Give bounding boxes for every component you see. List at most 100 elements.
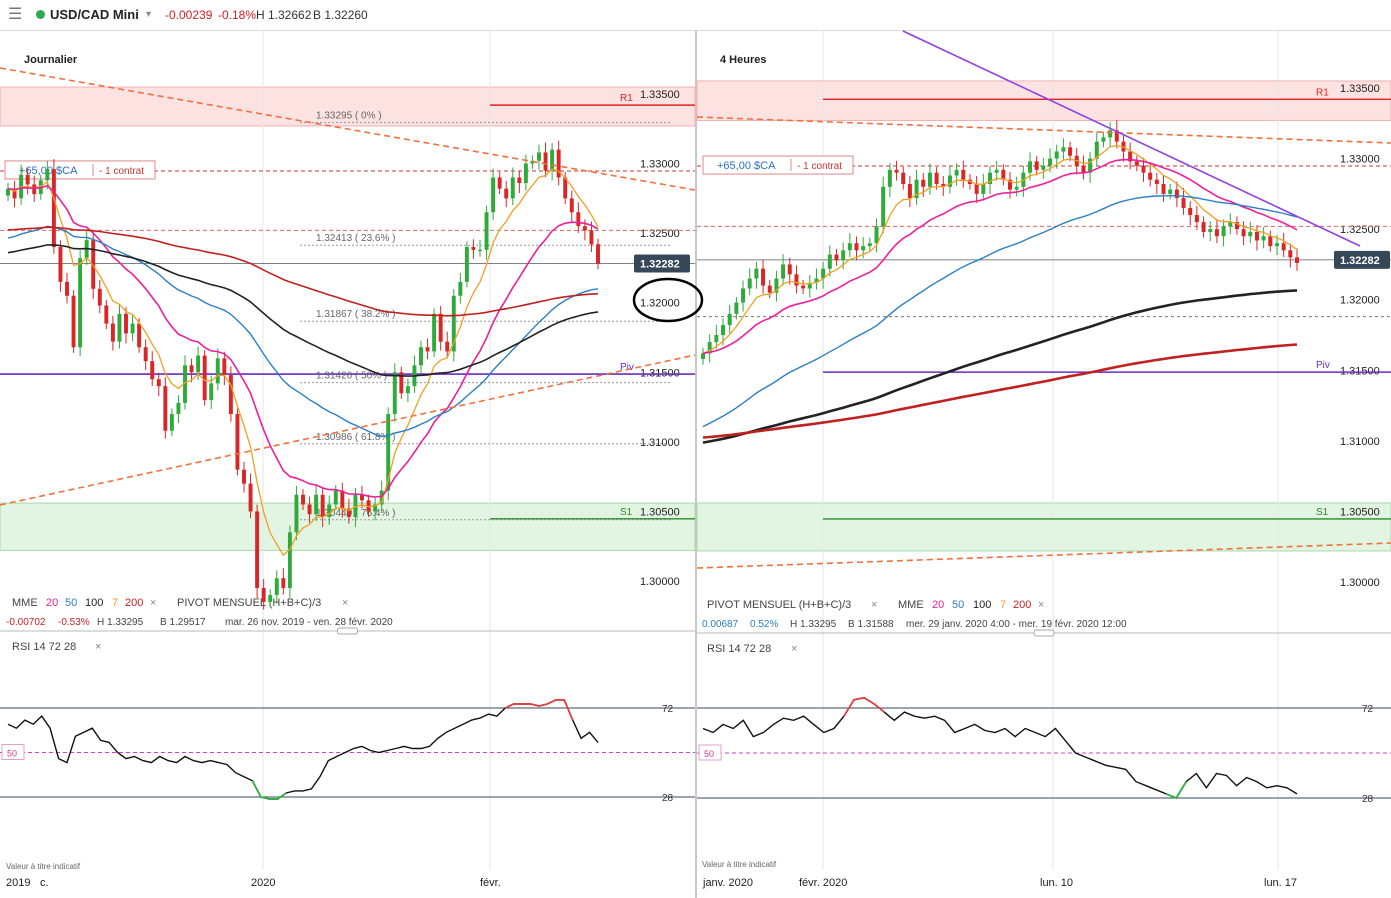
left-candle-body [169, 414, 174, 431]
left-trendline-upper [0, 67, 696, 191]
right-legend-100[interactable]: 100 [973, 599, 991, 611]
right-candle-body [921, 179, 926, 187]
right-candle-body [987, 172, 992, 184]
left-ytick-0: 1.33500 [640, 89, 680, 101]
left-legend-50[interactable]: 50 [65, 597, 77, 609]
left-candle-body [163, 386, 168, 431]
left-candle-body [556, 149, 561, 178]
left-candle-body [550, 149, 555, 171]
right-trendline-upper [696, 116, 1391, 144]
price-change: -0.00239 [165, 8, 213, 22]
right-candle-body [1154, 179, 1159, 184]
left-pivot-close-icon[interactable]: × [342, 597, 348, 609]
left-resistance-zone [0, 86, 696, 127]
left-candle-body [228, 375, 233, 415]
right-legend-7[interactable]: 7 [1000, 599, 1006, 611]
left-last-price-tag [634, 254, 690, 273]
right-pivot-close-icon[interactable]: × [871, 599, 877, 611]
right-candle-body [901, 172, 906, 184]
left-candle-body [6, 188, 10, 196]
right-candle-body [1294, 257, 1300, 264]
left-candle-body [281, 578, 286, 588]
right-legend-200[interactable]: 200 [1013, 599, 1031, 611]
live-status-icon [36, 10, 45, 19]
left-candle-body [235, 414, 240, 470]
left-candle-body [471, 247, 476, 250]
right-candle-body [1068, 147, 1073, 156]
left-legend-mme[interactable]: MME [12, 597, 38, 609]
right-candle-body [1241, 229, 1246, 237]
left-legend-7[interactable]: 7 [112, 597, 118, 609]
left-stats-range: mar. 26 nov. 2019 - ven. 28 févr. 2020 [225, 617, 393, 628]
left-legend-pivot[interactable]: PIVOT MENSUEL (H+B+C)/3 [177, 597, 321, 609]
fib-label-1: 1.32413 ( 23.6% ) [316, 233, 396, 244]
right-legend-pivot[interactable]: PIVOT MENSUEL (H+B+C)/3 [707, 599, 851, 611]
left-legend-close-icon[interactable]: × [150, 597, 156, 609]
right-stats-change: 0.00687 [702, 619, 739, 630]
symbol-name[interactable]: USD/CAD Mini [50, 7, 139, 22]
right-candle-body [1061, 147, 1066, 152]
right-candle-body [1168, 189, 1173, 194]
right-candle-body [961, 169, 966, 180]
right-candle-body [1188, 207, 1193, 216]
right-candle-body [1261, 236, 1266, 241]
left-rsi-drag-handle [337, 627, 358, 635]
right-rsi-line [702, 697, 1298, 799]
right-rsi-overbought-seg [873, 703, 885, 713]
left-legend-20[interactable]: 20 [46, 597, 58, 609]
left-rsi-overbought-seg [538, 703, 548, 707]
right-rsi-overbought-seg [843, 699, 855, 717]
right-rsi-lower-label: 28 [1362, 794, 1374, 805]
left-legend-200[interactable]: 200 [125, 597, 143, 609]
chevron-down-icon[interactable]: ▾ [146, 9, 152, 20]
right-rsi-label[interactable]: RSI 14 72 28 [707, 643, 771, 655]
right-candle-body [1268, 236, 1273, 247]
left-candle-body [438, 313, 443, 342]
right-candle-body [734, 302, 739, 314]
right-rsi-drag-handle [1033, 629, 1055, 637]
right-trendline-down [902, 30, 1361, 247]
left-ytick-3: 1.32000 [640, 298, 680, 310]
menu-icon[interactable]: ☰ [8, 6, 23, 23]
left-candle-body [209, 383, 214, 401]
right-stats-high: H 1.33295 [790, 619, 837, 630]
right-stats-range: mer. 29 janv. 2020 4:00 - mer. 19 févr. … [906, 619, 1127, 630]
left-candle-body [261, 587, 266, 602]
right-candle-body [1134, 161, 1139, 166]
left-rsi-label[interactable]: RSI 14 72 28 [12, 641, 76, 653]
right-legend-20[interactable]: 20 [932, 599, 944, 611]
left-candle-body [478, 249, 482, 252]
left-rsi-close-icon[interactable]: × [95, 641, 101, 653]
left-candle-body [451, 295, 456, 352]
left-candle-body [569, 198, 574, 213]
left-legend-100[interactable]: 100 [85, 597, 103, 609]
right-candle-body [1208, 229, 1213, 232]
right-candle-body [1288, 250, 1293, 258]
left-candle-body [12, 188, 17, 199]
left-candle-body [255, 511, 260, 588]
right-candle-body [787, 264, 792, 275]
right-candle-body [821, 268, 826, 279]
left-candle-body [268, 594, 273, 602]
left-candle-body [196, 355, 201, 373]
price-change-pct: -0.18% [218, 8, 257, 22]
left-ytick-4: 1.31500 [640, 367, 680, 379]
panel-divider[interactable] [695, 31, 697, 898]
right-candle-body [867, 243, 872, 247]
right-legend-50[interactable]: 50 [952, 599, 964, 611]
right-ytick-1: 1.33000 [1340, 154, 1380, 166]
right-legend-close-icon[interactable]: × [1038, 599, 1044, 611]
right-candle-body [827, 254, 832, 269]
right-rsi-overbought-seg [853, 696, 865, 701]
right-rsi-oversold-seg [1165, 793, 1177, 799]
right-rsi-close-icon[interactable]: × [791, 643, 797, 655]
left-rsi-upper-label: 72 [662, 704, 674, 715]
left-ytick-1: 1.33000 [640, 159, 680, 171]
left-candle-body [510, 177, 515, 199]
left-candle-body [419, 347, 423, 366]
left-candle-body [248, 483, 253, 512]
right-legend-mme[interactable]: MME [898, 599, 924, 611]
left-xtick-c: c. [40, 877, 49, 889]
left-footer-note: Valeur à titre indicatif [6, 862, 81, 871]
